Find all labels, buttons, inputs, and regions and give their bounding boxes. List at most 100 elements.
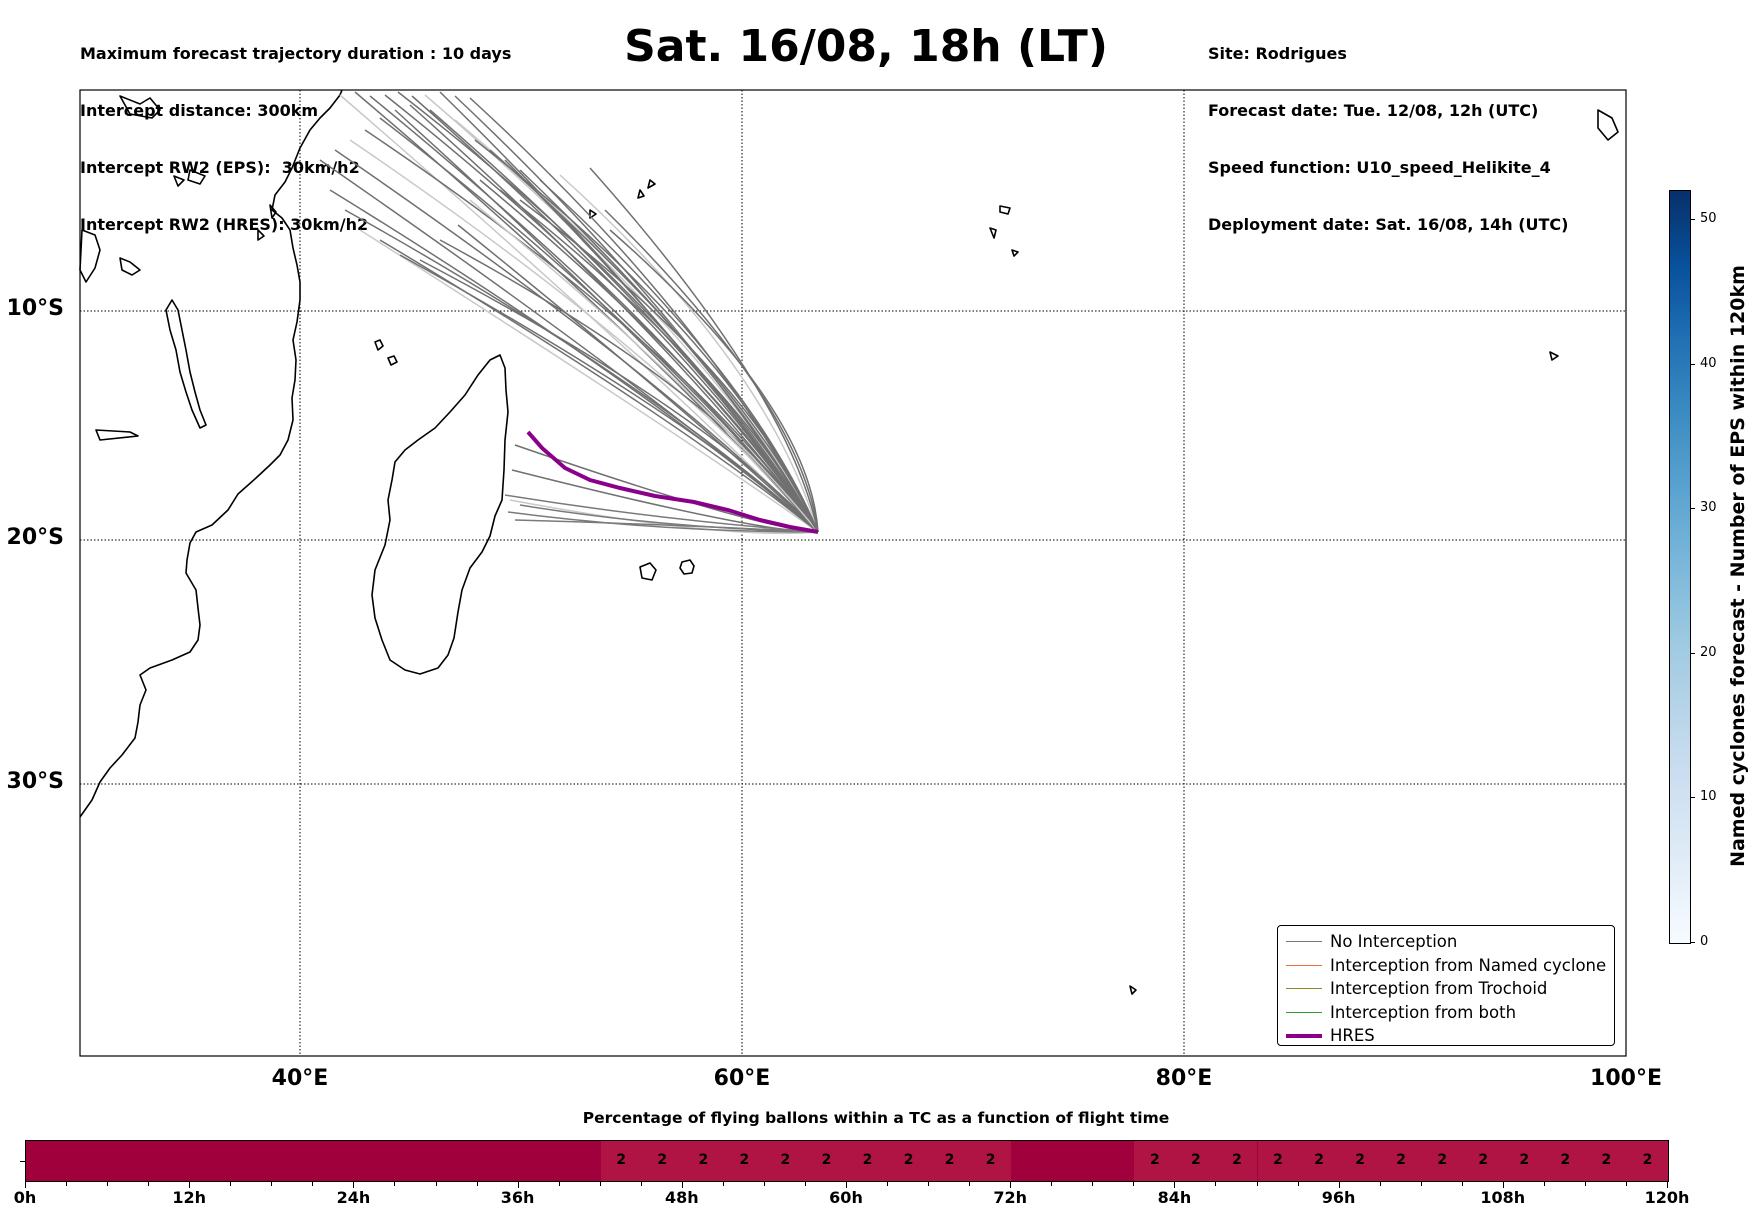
- colorbar-tick: [1690, 363, 1695, 365]
- legend-item-both: Interception from both: [1278, 1001, 1614, 1025]
- colorbar-tick: [1690, 652, 1695, 654]
- strip-cell-value: 2: [1232, 1152, 1242, 1168]
- time-tick: [189, 1182, 191, 1188]
- time-label: 0h: [13, 1188, 37, 1207]
- eps-trajectory: [399, 254, 819, 533]
- strip-cell: [1380, 1141, 1422, 1181]
- comoros-island: [374, 339, 384, 351]
- lake-tanganyika: [119, 257, 141, 276]
- eps-trajectories: [319, 91, 819, 535]
- time-tick: [1338, 1182, 1340, 1188]
- time-label: 84h: [1157, 1188, 1192, 1207]
- title-text: Sat. 16/08, 18h (LT): [624, 21, 1108, 72]
- colorbar: [1669, 190, 1691, 944]
- time-tick: [435, 1182, 437, 1186]
- legend-label: HRES: [1330, 1026, 1375, 1045]
- time-label: 72h: [993, 1188, 1028, 1207]
- strip-cell-value: 2: [1355, 1152, 1365, 1168]
- time-tick: [1215, 1182, 1217, 1186]
- legend-item-no-interception: No Interception: [1278, 930, 1614, 954]
- time-tick: [722, 1182, 724, 1186]
- east-edge-island: [1597, 109, 1619, 141]
- time-tick: [846, 1182, 847, 1188]
- eps-trajectory: [609, 229, 819, 533]
- time-tick: [1625, 1182, 1627, 1186]
- time-tick: [599, 1182, 601, 1186]
- eps-trajectory: [479, 179, 819, 533]
- time-tick: [1502, 1182, 1504, 1188]
- strip-cell: [1585, 1141, 1627, 1181]
- eps-trajectory: [384, 94, 819, 533]
- info-speed-function: Speed function: U10_speed_Helikite_4: [1208, 158, 1551, 177]
- strip-cell: [641, 1141, 683, 1181]
- legend-item-named-cyclone: Interception from Named cyclone: [1278, 954, 1614, 978]
- strip-cell: [1216, 1141, 1258, 1181]
- legend-label: Interception from Trochoid: [1330, 979, 1548, 998]
- time-tick: [312, 1182, 314, 1186]
- legend-item-trochoid: Interception from Trochoid: [1278, 977, 1614, 1001]
- strip-cell-value: 2: [985, 1152, 996, 1168]
- info-deployment-date: Deployment date: Sat. 16/08, 14h (UTC): [1208, 215, 1569, 234]
- strip-cell: [1298, 1141, 1340, 1181]
- eps-trajectory: [559, 174, 819, 533]
- time-label: 96h: [1321, 1188, 1356, 1207]
- strip-cell: [764, 1141, 806, 1181]
- legend-item-hres: HRES: [1278, 1024, 1614, 1048]
- time-tick: [1051, 1182, 1053, 1186]
- time-label: 12h: [172, 1188, 207, 1207]
- strip-cell: [1544, 1141, 1586, 1181]
- lat-label-10s: 10°S: [6, 296, 64, 321]
- colorbar-tick: [1690, 508, 1695, 510]
- time-tick: [353, 1182, 355, 1188]
- flight-time-strip: 2 2 2 2 2 2 2 2 2 2 2 2 2 2 2 2 2 2 2 2 2 2 2: [25, 1140, 1669, 1182]
- time-tick: [1420, 1182, 1422, 1186]
- info-forecast-date: Forecast date: Tue. 12/08, 12h (UTC): [1208, 101, 1539, 120]
- strip-cell: [600, 1141, 642, 1181]
- colorbar-tick-label: 40: [1700, 355, 1717, 371]
- time-tick: [517, 1182, 519, 1188]
- time-tick: [1133, 1182, 1135, 1186]
- info-site: Site: Rodrigues: [1208, 44, 1347, 63]
- time-tick: [230, 1182, 232, 1186]
- time-tick: [887, 1182, 889, 1186]
- time-tick: [763, 1182, 765, 1186]
- eps-trajectory: [507, 511, 819, 533]
- strip-cell-value: 2: [1191, 1152, 1201, 1168]
- time-label: 60h: [829, 1188, 863, 1207]
- legend-label: Interception from Named cyclone: [1330, 955, 1607, 975]
- strip-cell-value: 2: [1314, 1152, 1324, 1168]
- strip-cell-value: 2: [821, 1152, 832, 1168]
- time-tick: [1667, 1182, 1668, 1188]
- time-tick: [558, 1182, 560, 1186]
- time-label: 36h: [500, 1188, 535, 1207]
- lon-label-100e: 100°E: [1590, 1066, 1662, 1091]
- strip-cell: [1134, 1141, 1176, 1181]
- eps-trajectory: [457, 224, 819, 533]
- run-parameters: Maximum forecast trajectory duration : 1…: [80, 6, 511, 253]
- strip-y-tick: [20, 1161, 25, 1162]
- coastlines: [79, 89, 1619, 995]
- comoros-island-2: [387, 355, 398, 366]
- strip-cell: [929, 1141, 971, 1181]
- strip-cell-value: 2: [698, 1152, 709, 1168]
- eps-trajectory: [469, 199, 819, 533]
- strip-cell: [723, 1141, 765, 1181]
- eps-trajectory: [319, 159, 819, 533]
- chagos-island: [989, 205, 1019, 257]
- strip-title: Percentage of flying ballons within a TC…: [582, 1109, 1170, 1127]
- colorbar-tick-label: 20: [1700, 644, 1717, 660]
- colorbar-label: Named cyclones forecast - Number of EPS …: [1727, 265, 1749, 867]
- time-tick: [148, 1182, 150, 1186]
- lake-victoria: [79, 229, 101, 283]
- strip-cell-value: 2: [1519, 1152, 1530, 1168]
- legend-swatch-hres: [1286, 1034, 1322, 1038]
- param-intercept-distance: Intercept distance: 300km: [80, 101, 319, 120]
- legend-swatch-no-interception: [1286, 941, 1322, 942]
- map-gridlines: [80, 90, 1626, 1056]
- legend-swatch-named-cyclone: [1286, 964, 1322, 966]
- lon-label-40e: 40°E: [271, 1066, 329, 1091]
- africa-coast: [79, 89, 343, 818]
- eps-trajectory: [394, 109, 819, 533]
- time-tick: [804, 1182, 806, 1186]
